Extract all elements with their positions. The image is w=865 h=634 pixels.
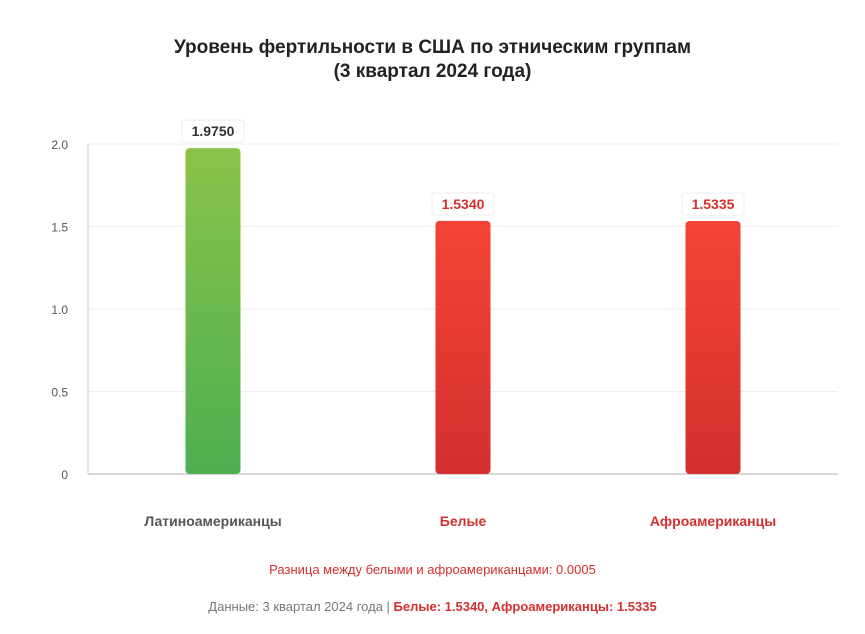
value-label: 1.5335	[692, 196, 735, 212]
bar-chart: 0 0.5 1.0 1.5 2.0 1.9750 Латиноамериканцы 1.53…	[51, 119, 838, 529]
chart-title-line2: (3 квартал 2024 года)	[333, 61, 532, 82]
labels: 1.9750 Латиноамериканцы 1.5340 Белые 1.5335 А…	[144, 119, 776, 529]
value-label-box	[181, 119, 245, 143]
footer-prefix: Данные: 3 квартал 2024 года |	[208, 599, 394, 614]
y-tick-label: 0.5	[51, 386, 68, 400]
value-label-box	[431, 192, 495, 216]
bar	[435, 220, 491, 474]
value-label-box	[681, 192, 745, 216]
difference-note: Разница между белыми и афроамериканцами:…	[0, 562, 865, 577]
category-label: Латиноамериканцы	[144, 513, 281, 529]
y-tick-label: 0	[61, 468, 68, 482]
category-label: Афроамериканцы	[650, 513, 776, 529]
value-label: 1.5340	[442, 196, 485, 212]
difference-text: Разница между белыми и афроамериканцами:…	[269, 562, 596, 577]
footer-highlight: Белые: 1.5340, Афроамериканцы: 1.5335	[393, 599, 657, 614]
y-tick-label: 2.0	[51, 138, 68, 152]
bar	[185, 148, 241, 474]
y-tick-label: 1.0	[51, 303, 68, 317]
bars	[185, 148, 741, 474]
footer-source: Данные: 3 квартал 2024 года | Белые: 1.5…	[0, 599, 865, 614]
bar	[685, 220, 741, 474]
category-label: Белые	[440, 513, 487, 529]
y-tick-label: 1.5	[51, 221, 68, 235]
chart-title: Уровень фертильности в США по этническим…	[0, 36, 865, 84]
chart-title-line1: Уровень фертильности в США по этническим…	[173, 37, 692, 58]
value-label: 1.9750	[192, 123, 235, 139]
